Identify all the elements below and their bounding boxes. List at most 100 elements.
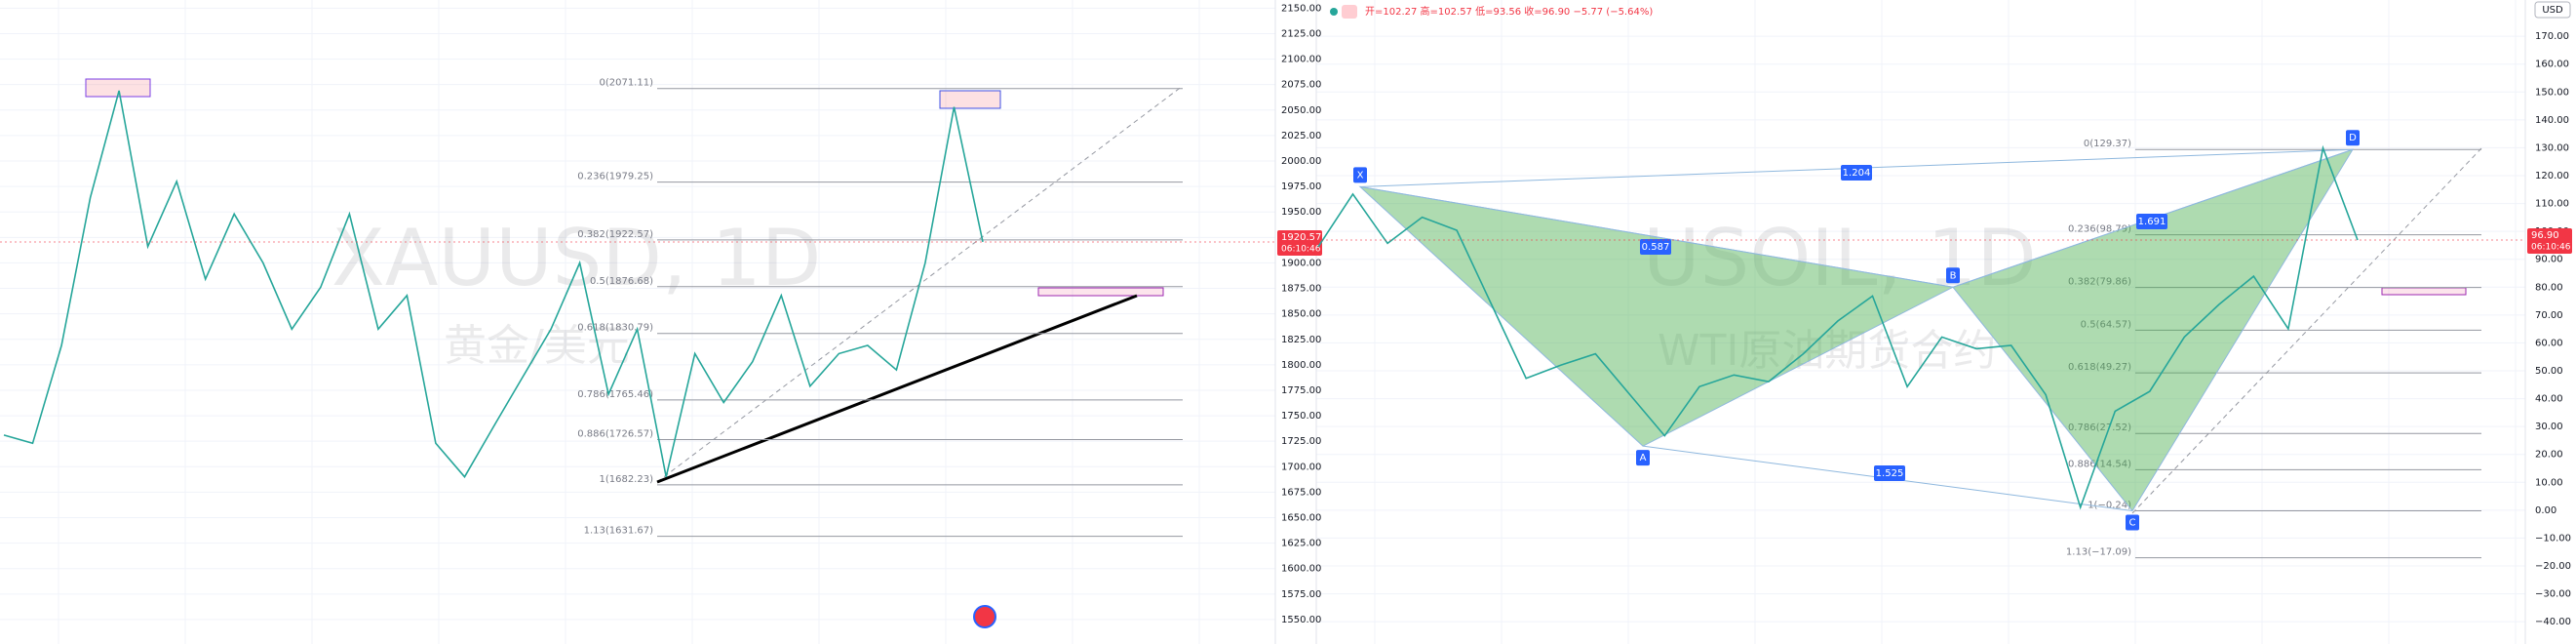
fib-label: 1(1682.23) (599, 474, 653, 485)
price-line (3, 90, 984, 479)
countdown-label: 06:10:46 (1281, 244, 1321, 254)
pattern-leg (1359, 185, 1954, 288)
pattern-point-label: D (2349, 133, 2357, 143)
y-tick-label: 2100.00 (1281, 55, 1321, 65)
pattern-point (1353, 167, 1367, 183)
y-tick-label: 1650.00 (1281, 513, 1321, 524)
y-tick-label: −10.00 (2535, 533, 2571, 543)
y-tick-label: 1550.00 (1281, 615, 1321, 625)
y-tick-label: 130.00 (2535, 142, 2569, 153)
y-tick-label: 2075.00 (1281, 80, 1321, 91)
y-tick-label: 0.00 (2535, 505, 2556, 516)
y-tick-label: 10.00 (2535, 477, 2563, 488)
last-price-label: 96.90 (2531, 230, 2559, 241)
y-tick-label: 1775.00 (1281, 385, 1321, 396)
fib-label: 1.13(−17.09) (2066, 547, 2131, 558)
y-tick-label: 110.00 (2535, 199, 2569, 210)
y-tick-label: 2050.00 (1281, 105, 1321, 116)
y-tick-label: 40.00 (2535, 394, 2563, 405)
price-line (1317, 144, 2359, 510)
flag-icon[interactable] (1342, 5, 1357, 19)
y-tick-label: 1850.00 (1281, 309, 1321, 320)
watermark-description: WTI原油期货合约 (1658, 326, 1996, 376)
y-tick-label: 160.00 (2535, 60, 2569, 70)
fib-label: 0.886(14.54) (2068, 459, 2131, 469)
ratio-label: 0.587 (1642, 242, 1670, 253)
y-tick-label: 2125.00 (1281, 28, 1321, 39)
fib-label: 0.236(1979.25) (577, 172, 653, 182)
watermark-symbol: USOIL, 1D (1643, 213, 2037, 303)
pattern-point (1636, 450, 1650, 466)
fib-label: 1(−0.24) (2088, 501, 2131, 511)
y-tick-label: 60.00 (2535, 338, 2563, 348)
currency-label: USD (2542, 5, 2563, 16)
pattern-point-label: C (2129, 518, 2136, 529)
y-tick-label: 1575.00 (1281, 589, 1321, 600)
pattern-point (1946, 267, 1960, 284)
countdown-label: 06:10:46 (2531, 243, 2571, 253)
y-tick-label: 1700.00 (1281, 462, 1321, 472)
fib-label: 1.13(1631.67) (584, 526, 654, 537)
trend-line[interactable] (656, 294, 1138, 484)
y-tick-label: 50.00 (2535, 366, 2563, 377)
status-dot (1330, 8, 1338, 16)
y-tick-label: 1725.00 (1281, 436, 1321, 447)
y-tick-label: 2000.00 (1281, 156, 1321, 167)
fib-label: 0.786(27.52) (2068, 423, 2131, 433)
ratio-box (2136, 214, 2167, 229)
ratio-label: 1.525 (1876, 468, 1904, 479)
last-price-label: 1920.57 (1281, 232, 1321, 243)
y-tick-label: 70.00 (2535, 310, 2563, 321)
y-tick-label: 30.00 (2535, 422, 2563, 432)
pattern-point (2126, 514, 2139, 531)
ratio-label: 1.204 (1843, 168, 1871, 179)
y-tick-label: 140.00 (2535, 115, 2569, 126)
fib-label: 0.382(79.86) (2068, 277, 2131, 288)
pattern-point-label: X (1357, 170, 1364, 181)
fib-label: 0.382(1922.57) (577, 229, 653, 240)
fib-label: 0(2071.11) (599, 78, 653, 89)
ratio-box (1841, 165, 1872, 181)
rectangle-drawing[interactable] (1037, 287, 1164, 297)
y-tick-label: 1875.00 (1281, 284, 1321, 295)
ratio-label: 1.691 (2138, 217, 2166, 227)
ratio-box (1874, 465, 1905, 481)
y-tick-label: 1950.00 (1281, 207, 1321, 218)
rectangle-drawing[interactable] (2381, 287, 2467, 296)
fib-label: 0.786(1765.46) (577, 389, 653, 400)
fib-label: 0.5(1876.68) (590, 276, 653, 287)
pattern-point (2346, 130, 2360, 146)
y-tick-label: 2025.00 (1281, 131, 1321, 141)
fib-label: 0.5(64.57) (2081, 319, 2131, 330)
fib-label: 0.236(98.79) (2068, 224, 2131, 235)
y-tick-label: 80.00 (2535, 282, 2563, 293)
watermark-symbol: XAUUSD, 1D (332, 213, 821, 303)
y-tick-label: 120.00 (2535, 171, 2569, 181)
event-icon[interactable] (973, 605, 996, 628)
currency-button[interactable] (2534, 1, 2571, 19)
last-price-box (1277, 229, 1322, 256)
fib-label: 0.618(1830.79) (577, 323, 653, 334)
y-tick-label: −40.00 (2535, 617, 2571, 627)
rectangle-drawing[interactable] (939, 90, 1001, 109)
fib-label: 0.618(49.27) (2068, 362, 2131, 373)
y-tick-label: 90.00 (2535, 255, 2563, 265)
y-tick-label: −20.00 (2535, 561, 2571, 572)
y-tick-label: 1600.00 (1281, 564, 1321, 575)
y-tick-label: 1900.00 (1281, 258, 1321, 268)
y-tick-label: 1825.00 (1281, 335, 1321, 345)
y-tick-label: 1625.00 (1281, 539, 1321, 549)
y-tick-label: 1975.00 (1281, 181, 1321, 192)
y-tick-label: 1800.00 (1281, 360, 1321, 371)
y-tick-label: 1675.00 (1281, 487, 1321, 498)
ohlc-legend: 开=102.27 高=102.57 低=93.56 收=96.90 −5.77 … (1365, 5, 1653, 18)
fib-label: 0(129.37) (2084, 139, 2131, 149)
pattern-point-label: A (1640, 453, 1647, 463)
y-tick-label: 2150.00 (1281, 3, 1321, 14)
y-tick-label: 170.00 (2535, 31, 2569, 42)
y-tick-label: 20.00 (2535, 450, 2563, 461)
pattern-point-label: B (1950, 270, 1957, 281)
fib-label: 0.886(1726.57) (577, 429, 653, 440)
